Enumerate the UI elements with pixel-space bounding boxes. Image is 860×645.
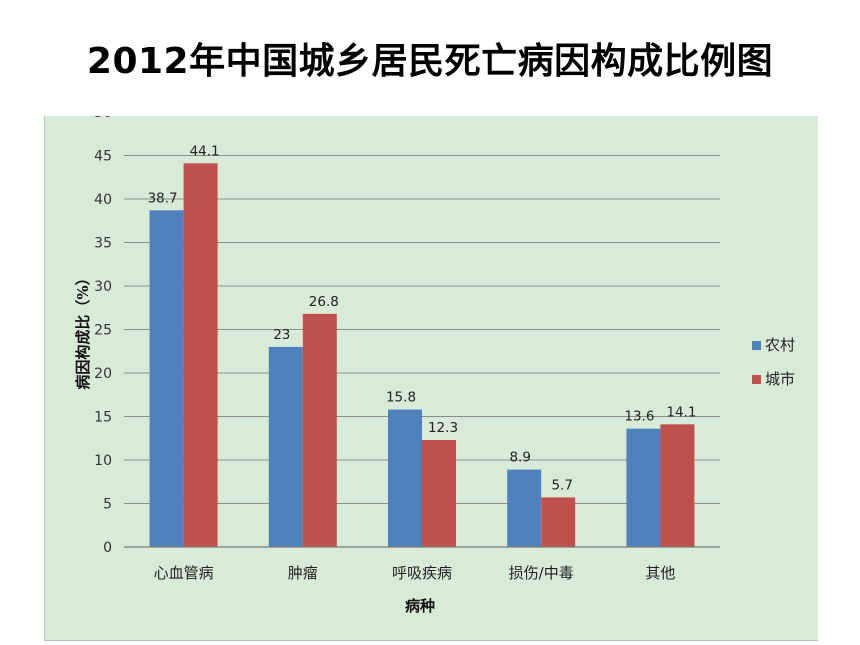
x-tick-label: 心血管病 — [154, 564, 214, 582]
y-tick-label: 10 — [94, 453, 112, 469]
legend-swatch-城市 — [752, 375, 761, 384]
legend-label: 农村 — [765, 336, 795, 354]
bar-城市-损伤/中毒 — [541, 497, 576, 547]
bar-城市-其他 — [660, 424, 695, 547]
data-label: 5.7 — [551, 477, 572, 493]
bar-城市-呼吸疾病 — [422, 439, 456, 547]
data-label: 13.6 — [624, 409, 654, 425]
bar-农村-心血管病 — [149, 210, 184, 547]
y-axis-title: 病因构成比（%） — [74, 270, 92, 389]
bar-农村-损伤/中毒 — [507, 469, 542, 547]
y-tick-label: 20 — [94, 366, 112, 382]
data-label: 23 — [273, 327, 290, 343]
data-label: 38.7 — [148, 190, 178, 206]
data-label: 14.1 — [666, 404, 696, 420]
y-tick-label: 50 — [94, 105, 112, 121]
y-tick-label: 30 — [94, 279, 112, 295]
x-tick-label: 肿瘤 — [288, 564, 318, 582]
y-tick-label: 35 — [94, 236, 112, 252]
x-axis-title: 病种 — [405, 597, 435, 615]
x-tick-label: 其他 — [645, 564, 675, 582]
data-label: 15.8 — [386, 390, 416, 406]
legend-label: 城市 — [765, 370, 795, 388]
data-label: 8.9 — [509, 450, 530, 466]
bar-农村-肿瘤 — [268, 346, 303, 547]
legend-swatch-农村 — [752, 341, 761, 350]
bar-农村-呼吸疾病 — [388, 409, 422, 547]
bar-农村-其他 — [626, 428, 661, 547]
x-tick-label: 呼吸疾病 — [392, 564, 452, 582]
x-tick-label: 损伤/中毒 — [509, 564, 574, 582]
bar-城市-心血管病 — [183, 163, 218, 547]
y-tick-label: 15 — [94, 410, 112, 426]
y-tick-label: 25 — [94, 323, 112, 339]
y-tick-label: 0 — [103, 540, 112, 556]
chart-title: 2012年中国城乡居民死亡病因构成比例图 — [86, 41, 774, 82]
y-tick-label: 45 — [94, 149, 112, 165]
data-label: 44.1 — [190, 143, 220, 159]
data-label: 26.8 — [309, 294, 339, 310]
y-tick-label: 5 — [103, 497, 112, 513]
bar-城市-肿瘤 — [302, 313, 337, 547]
y-tick-label: 40 — [94, 192, 112, 208]
data-label: 12.3 — [428, 420, 458, 436]
